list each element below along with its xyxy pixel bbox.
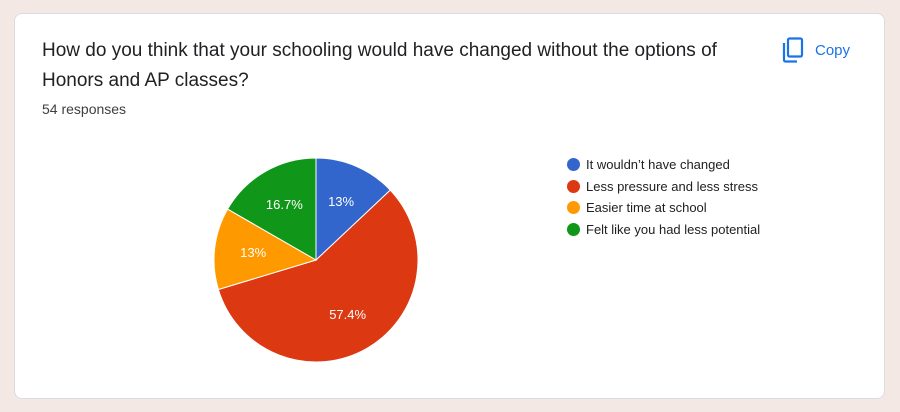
legend-item: Felt like you had less potential — [567, 219, 760, 241]
chart-legend: It wouldn’t have changed Less pressure an… — [567, 154, 760, 240]
copy-button-label: Copy — [815, 41, 851, 59]
legend-label: It wouldn’t have changed — [586, 157, 730, 173]
response-count: 54 responses — [42, 101, 127, 117]
legend-label: Easier time at school — [586, 200, 707, 216]
legend-swatch — [567, 222, 580, 236]
legend-item: Easier time at school — [567, 197, 760, 219]
copy-button[interactable]: Copy — [777, 34, 854, 66]
legend-swatch — [567, 179, 580, 193]
pie-chart: 13% 57.4% 13% 16.7% — [213, 157, 419, 363]
legend-swatch — [567, 158, 580, 172]
slice-data-label: 16.7% — [266, 197, 303, 212]
pie-slice — [213, 208, 318, 291]
pie-slice — [226, 157, 317, 261]
legend-item: It wouldn’t have changed — [567, 154, 760, 176]
pie-slice — [217, 189, 419, 363]
question-title: How do you think that your schooling wou… — [42, 40, 717, 91]
question-card: How do you think that your schooling wou… — [14, 13, 885, 399]
legend-item: Less pressure and less stress — [567, 176, 760, 198]
legend-label: Less pressure and less stress — [586, 178, 758, 194]
slice-data-label: 13% — [328, 194, 354, 209]
legend-swatch — [567, 201, 580, 215]
slice-data-label: 13% — [240, 245, 266, 260]
slice-data-label: 57.4% — [329, 307, 366, 322]
pie-slice — [315, 157, 392, 262]
copy-icon — [781, 37, 805, 63]
legend-label: Felt like you had less potential — [586, 221, 761, 237]
